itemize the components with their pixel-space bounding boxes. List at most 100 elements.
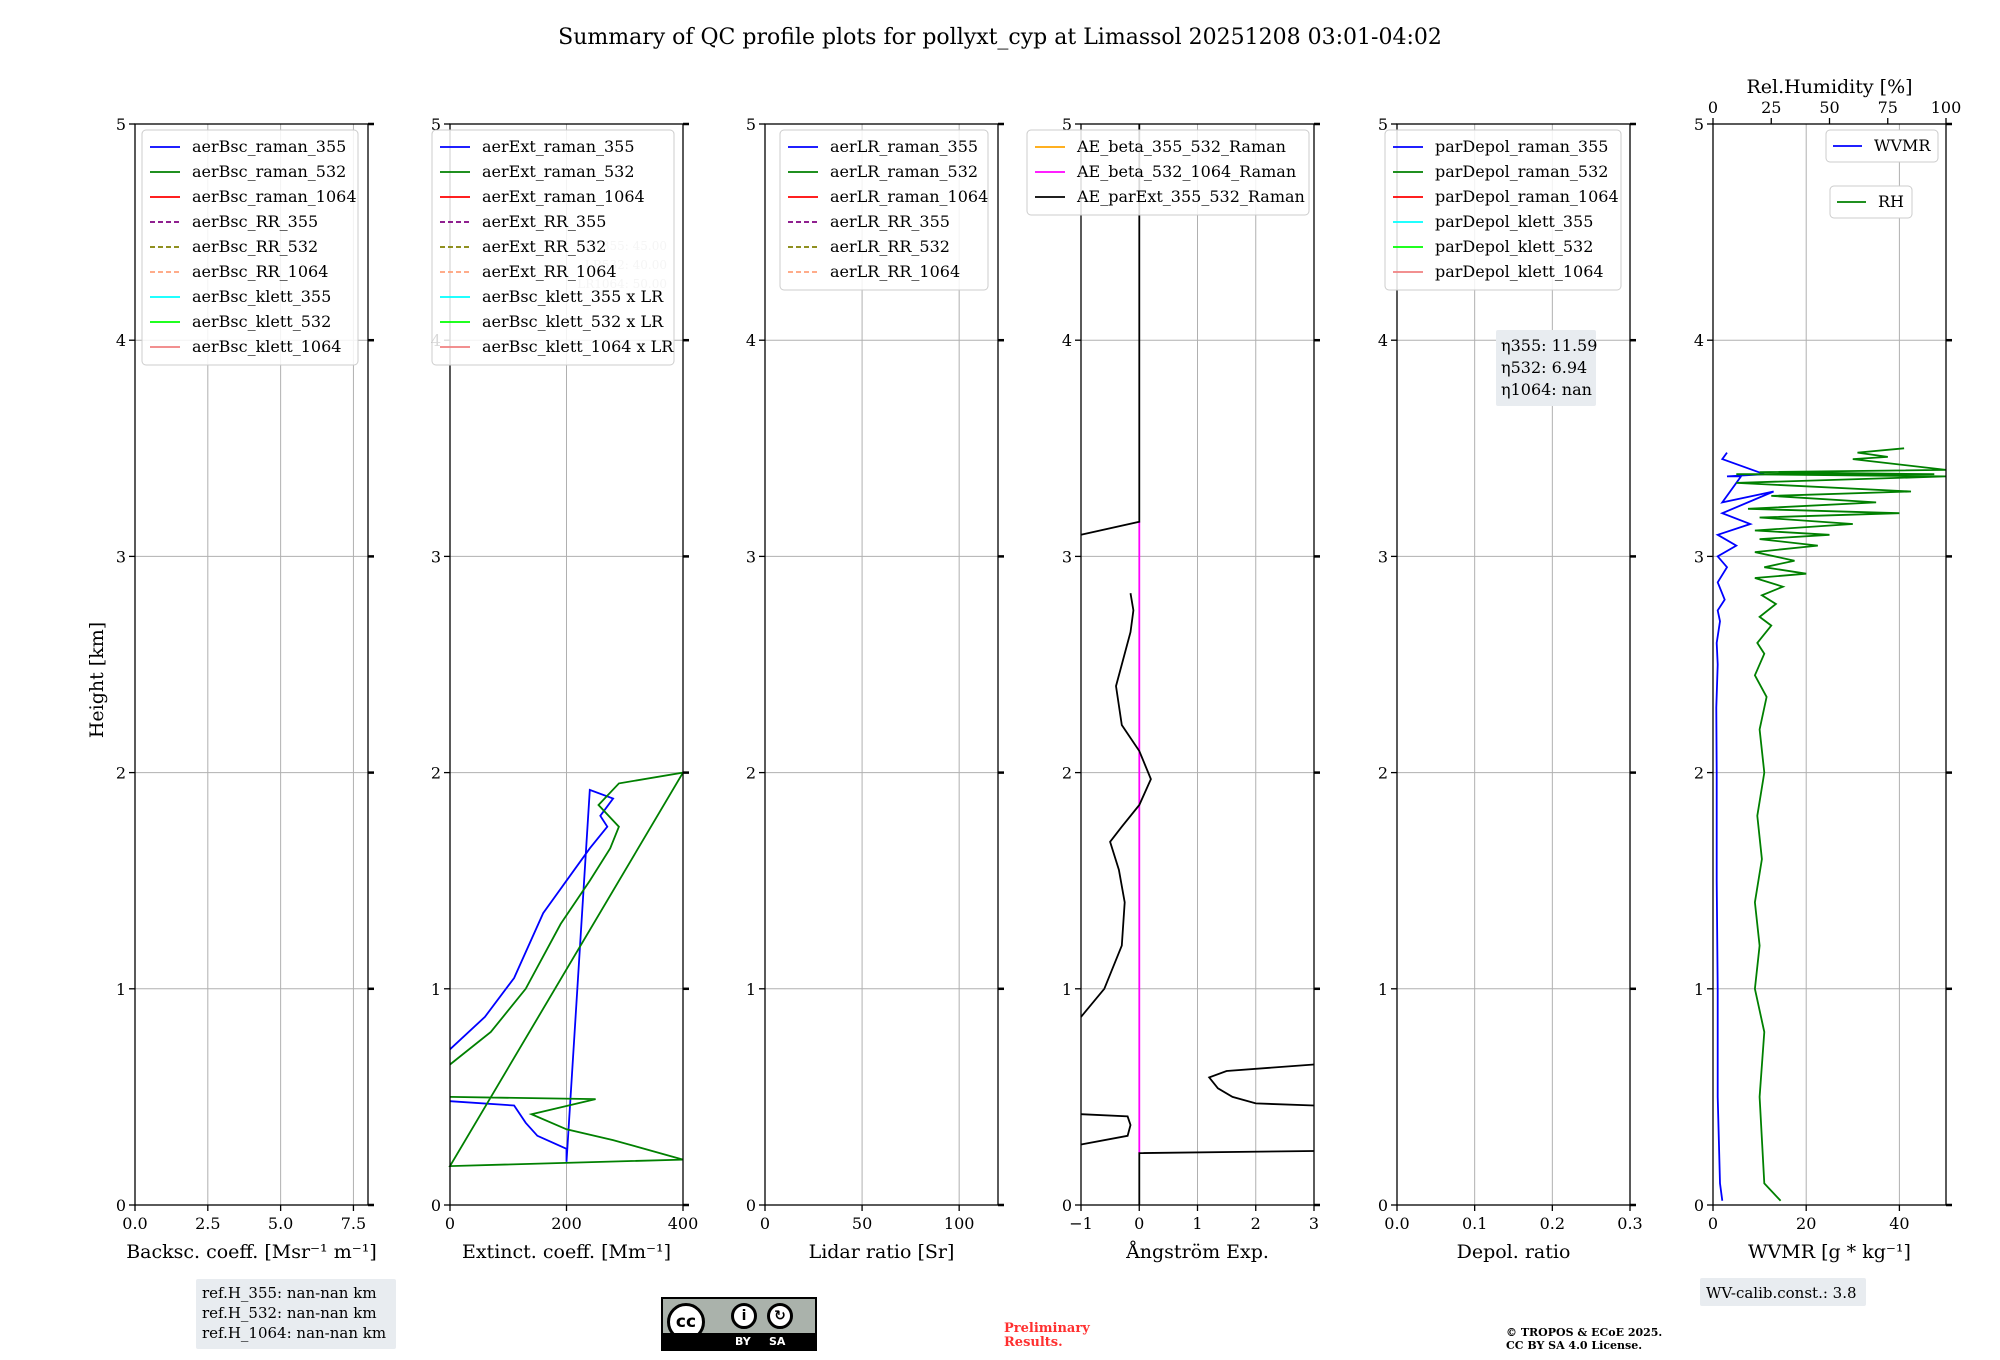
ytick-label-lr: 5 (746, 115, 756, 134)
series-AE_parExt_355_532_Raman_profile (1080, 593, 1152, 1018)
eta-value: η355: 11.59 (1501, 336, 1597, 355)
legend-entry: aerLR_RR_355 (830, 212, 950, 231)
legend-entry: aerBsc_raman_355 (192, 137, 346, 156)
ytick-label-depol: 5 (1378, 115, 1388, 134)
copyright-line2: CC BY SA 4.0 License. (1506, 1339, 1642, 1352)
license-strip: BY SA (663, 1333, 815, 1349)
legend-entry: parDepol_klett_1064 (1435, 262, 1604, 281)
ytick-label-ext: 5 (431, 115, 441, 134)
eta-box-bg (1496, 330, 1596, 406)
legend-box-depol (1384, 129, 1622, 291)
eta-value: η1064: nan (1501, 380, 1592, 399)
x2tick-label-wv: 0 (1708, 98, 1718, 117)
license-by-label: BY (735, 1335, 751, 1348)
legend-entry: aerBsc_klett_532 x LR (482, 312, 664, 331)
x-axis-label-lr: Lidar ratio [Sr] (809, 1241, 955, 1263)
xtick-label-wv: 0 (1708, 1214, 1718, 1233)
ref-height-532: ref.H_532: nan-nan km (202, 1304, 377, 1322)
xtick-label-ext: 0 (445, 1214, 455, 1233)
ytick-label-lr: 4 (746, 331, 756, 350)
legend-entry: aerLR_raman_1064 (830, 187, 988, 206)
legend-entry: aerBsc_RR_532 (192, 237, 318, 256)
legend-box-ext (431, 129, 675, 366)
xtick-label-depol: 0.1 (1462, 1214, 1487, 1233)
x2tick-label-wv: 75 (1878, 98, 1898, 117)
legend-box-rh (1829, 185, 1913, 219)
legend-entry: aerBsc_RR_355 (192, 212, 318, 231)
legend-entry: parDepol_raman_355 (1435, 137, 1608, 156)
ytick-label-wv: 4 (1694, 331, 1704, 350)
legend-entry: aerBsc_RR_1064 (192, 262, 328, 281)
legend-entry: aerBsc_klett_1064 (192, 337, 341, 356)
ytick-label-bsc: 2 (116, 764, 126, 783)
share-alike-icon: ↻ (767, 1303, 793, 1329)
xtick-label-ext: 200 (551, 1214, 582, 1233)
legend-entry: AE_beta_355_532_Raman (1076, 137, 1286, 156)
legend-entry: aerExt_raman_1064 (482, 187, 645, 206)
xtick-label-lr: 100 (944, 1214, 975, 1233)
legend-lr: aerLR_raman_355 aerLR_raman_532 aerLR_rama… (779, 129, 989, 291)
legend-entry: RH (1878, 192, 1904, 211)
panels-container: 0 1 2 3 4 5 0.0 2.5 5.0 7.5 Backsc. coeff. [Msr⁻¹ … (116, 76, 1961, 1263)
ytick-label-ae: 4 (1062, 331, 1072, 350)
ytick-label-bsc: 1 (116, 980, 126, 999)
xtick-label-bsc: 7.5 (341, 1214, 366, 1233)
copyright-line1: © TROPOS & ECoE 2025. (1506, 1326, 1662, 1339)
ref-height-1064: ref.H_1064: nan-nan km (202, 1324, 386, 1342)
ytick-label-depol: 0 (1378, 1196, 1388, 1215)
preliminary-line1: Preliminary (1004, 1321, 1090, 1336)
eta-value: η532: 6.94 (1501, 358, 1587, 377)
series-AE_parExt_355_532_Raman_lower (1138, 1150, 1315, 1205)
preliminary-line2: Results. (1004, 1335, 1063, 1350)
xtick-label-depol: 0.0 (1384, 1214, 1409, 1233)
legend-entry: aerBsc_klett_532 (192, 312, 331, 331)
wv-calibration-box: WV-calib.const.: 3.8 (1700, 1278, 1866, 1306)
by-person-icon: i (731, 1303, 757, 1329)
xtick-label-depol: 0.3 (1617, 1214, 1642, 1233)
legend-ext: aerExt_raman_355 aerExt_raman_532 aerExt_r… (431, 129, 675, 366)
y-axis-label: Height [km] (86, 622, 108, 738)
series-AE_parExt_355_532_Raman_low_loop (1080, 1113, 1132, 1146)
legend-entry: aerLR_RR_532 (830, 237, 950, 256)
legend-ae: AE_beta_355_532_Raman AE_beta_532_1064_Ra… (1026, 129, 1310, 216)
series-WVMR (1715, 452, 1774, 1201)
legend-entry: aerLR_raman_532 (830, 162, 978, 181)
ytick-label-depol: 2 (1378, 764, 1388, 783)
ytick-label-depol: 4 (1378, 331, 1388, 350)
ytick-label-bsc: 5 (116, 115, 126, 134)
x-axis-label-ext: Extinct. coeff. [Mm⁻¹] (462, 1241, 671, 1263)
ytick-label-ae: 2 (1062, 764, 1072, 783)
series-aerExt_raman_355 (449, 788, 615, 1162)
ytick-label-wv: 2 (1694, 764, 1704, 783)
figure-title: Summary of QC profile plots for pollyxt_… (558, 25, 1442, 50)
series-AE_parExt_355_532_Raman_right_loop (1207, 1063, 1315, 1107)
ytick-label-ae: 1 (1062, 980, 1072, 999)
ytick-label-ext: 1 (431, 980, 441, 999)
xtick-label-bsc: 2.5 (195, 1214, 220, 1233)
ytick-label-lr: 0 (746, 1196, 756, 1215)
series-aerExt_raman_532 (448, 771, 685, 1168)
legend-entry: aerLR_RR_1064 (830, 262, 960, 281)
ytick-label-wv: 0 (1694, 1196, 1704, 1215)
xtick-label-ae: 1 (1192, 1214, 1202, 1233)
panel-depol: 0 1 2 3 4 5 0.0 0.1 0.2 0.3 Depol. ratio parDepol_r… (1378, 115, 1643, 1263)
legend-depol: parDepol_raman_355 parDepol_raman_532 parD… (1384, 129, 1622, 291)
legend-box-wvmr (1825, 129, 1939, 163)
xtick-label-ae: 2 (1251, 1214, 1261, 1233)
ytick-label-ae: 5 (1062, 115, 1072, 134)
legend-entry: aerLR_raman_355 (830, 137, 978, 156)
xtick-label-depol: 0.2 (1540, 1214, 1565, 1233)
panel-bsc: 0 1 2 3 4 5 0.0 2.5 5.0 7.5 Backsc. coeff. [Msr⁻¹ … (116, 115, 377, 1263)
ytick-label-wv: 1 (1694, 980, 1704, 999)
x-axis-label-ae: Ångström Exp. (1125, 1241, 1269, 1263)
legend-entry: AE_beta_532_1064_Raman (1076, 162, 1296, 181)
ytick-label-ext: 3 (431, 547, 441, 566)
x2tick-label-wv: 50 (1819, 98, 1839, 117)
ytick-label-wv: 5 (1694, 115, 1704, 134)
axes-frame-lr (764, 123, 999, 1206)
legend-wvmr: WVMR (1825, 129, 1939, 163)
legend-entry: aerExt_raman_355 (482, 137, 635, 156)
